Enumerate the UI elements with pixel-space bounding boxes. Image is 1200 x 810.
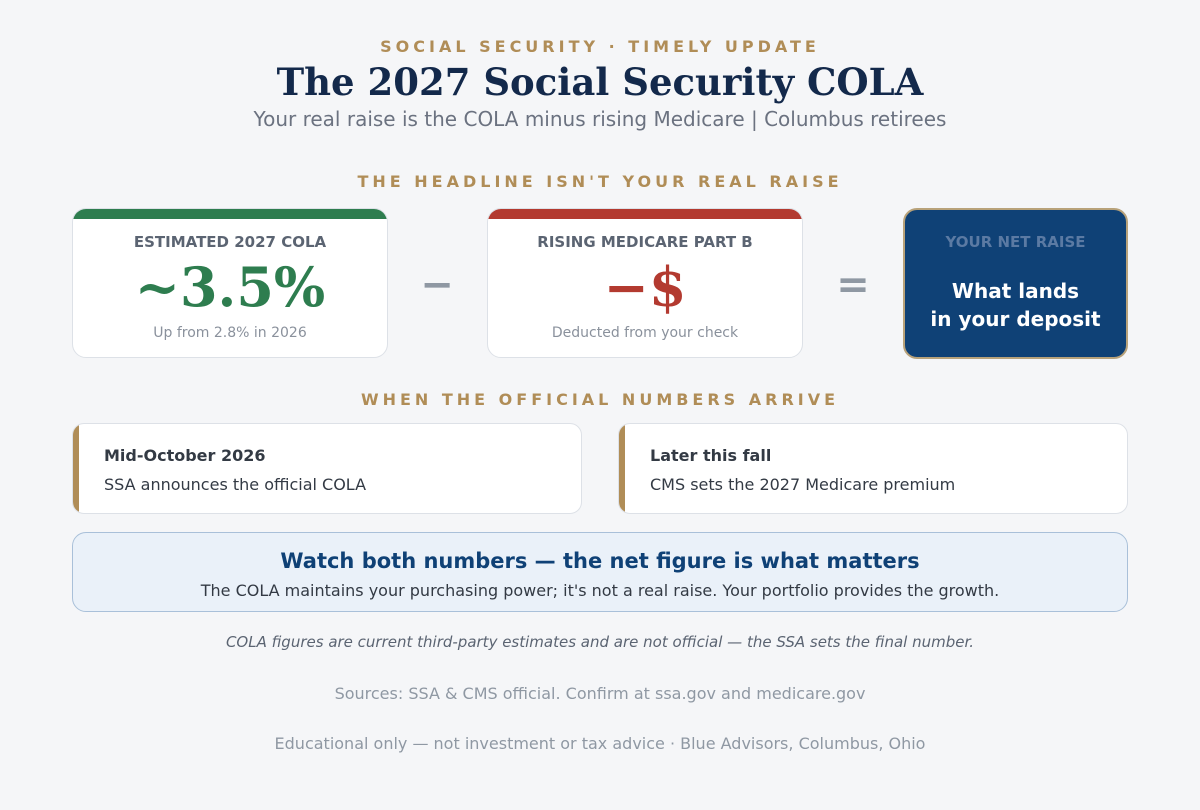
card-value: −$: [603, 255, 687, 319]
card-note: Deducted from your check: [551, 325, 739, 341]
credit: Educational only — not investment or tax…: [274, 734, 926, 753]
timeline-when: Later this fall: [650, 446, 772, 465]
operator: =: [836, 262, 870, 308]
sources: Sources: SSA & CMS official. Confirm at …: [334, 684, 866, 703]
operator: −: [420, 262, 454, 308]
card-note: Up from 2.8% in 2026: [153, 325, 307, 341]
timeline-what: CMS sets the 2027 Medicare premium: [650, 475, 956, 494]
result-line: in your deposit: [930, 307, 1101, 331]
callout-text: The COLA maintains your purchasing power…: [200, 581, 1000, 600]
title: The 2027 Social Security COLA: [276, 60, 924, 104]
card-bar: [488, 209, 802, 219]
callout-title: Watch both numbers — the net figure is w…: [280, 549, 920, 573]
timeline-item: Mid-October 2026 SSA announces the offic…: [72, 423, 582, 514]
result-label: YOUR NET RAISE: [945, 233, 1086, 251]
disclaimer: COLA figures are current third-party est…: [225, 633, 975, 651]
result-line: What lands: [951, 279, 1080, 303]
subtitle: Your real raise is the COLA minus rising…: [253, 107, 947, 131]
timeline-when: Mid-October 2026: [104, 446, 266, 465]
kicker: SOCIAL SECURITY · TIMELY UPDATE: [380, 37, 820, 56]
card-bar: [73, 209, 387, 219]
timeline-item: Later this fall CMS sets the 2027 Medica…: [618, 423, 1128, 514]
accent-bar: [73, 424, 79, 513]
result-card: YOUR NET RAISE What lands in your deposi…: [903, 208, 1128, 359]
card-value: ~3.5%: [134, 255, 326, 319]
section-heading: WHEN THE OFFICIAL NUMBERS ARRIVE: [360, 390, 840, 409]
callout: Watch both numbers — the net figure is w…: [72, 532, 1128, 612]
card-label: ESTIMATED 2027 COLA: [133, 233, 327, 251]
section-heading: THE HEADLINE ISN'T YOUR REAL RAISE: [357, 172, 843, 191]
card-label: RISING MEDICARE PART B: [537, 233, 753, 251]
cola-card: ESTIMATED 2027 COLA ~3.5% Up from 2.8% i…: [72, 208, 388, 358]
timeline-what: SSA announces the official COLA: [104, 475, 367, 494]
result-text: What lands in your deposit: [905, 277, 1126, 333]
accent-bar: [619, 424, 625, 513]
medicare-card: RISING MEDICARE PART B −$ Deducted from …: [487, 208, 803, 358]
